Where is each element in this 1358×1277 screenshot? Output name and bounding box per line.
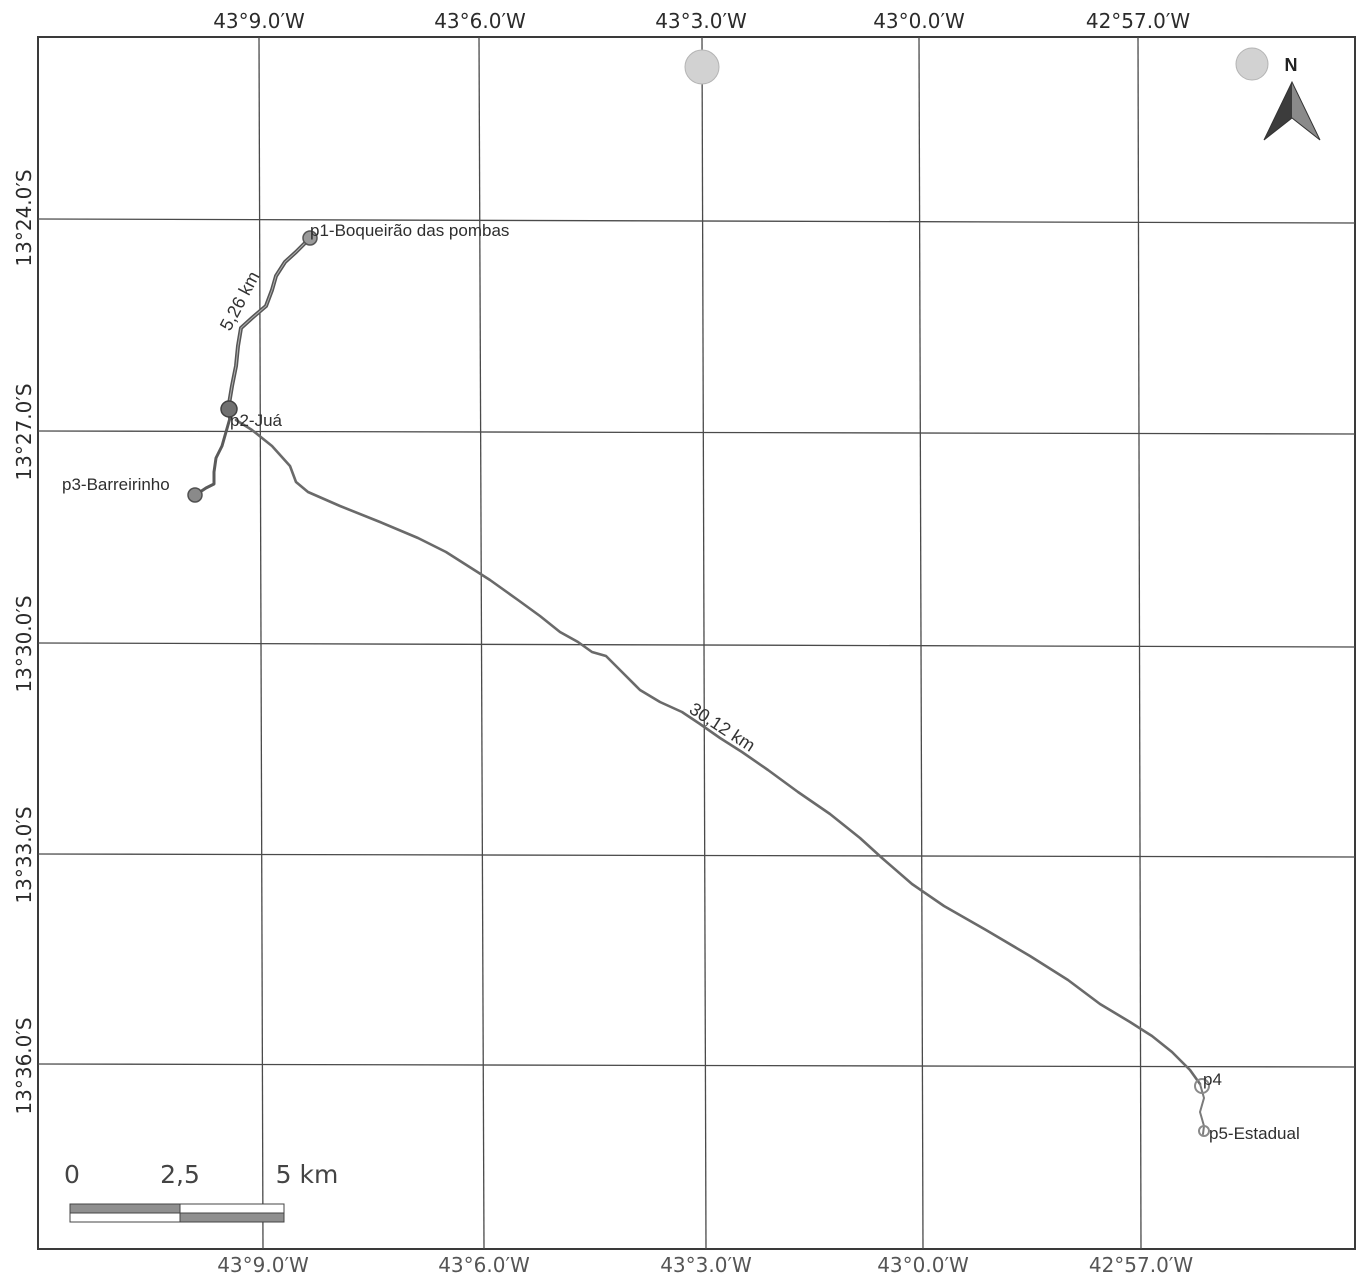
label-p5: p5-Estadual [1209, 1124, 1300, 1143]
lon-label-bottom: 43°6.0′W [438, 1253, 530, 1277]
parallel-lines [37, 218, 1356, 1068]
lon-label-top: 43°3.0′W [655, 9, 747, 33]
scale-label: 2,5 [160, 1160, 200, 1189]
lat-label: 13°30.0′S [12, 595, 36, 692]
parallel-13-36 [37, 1063, 1356, 1068]
distance-label-p1-p2: 5,26 km [216, 268, 264, 334]
lon-label-top: 43°0.0′W [873, 9, 965, 33]
lon-label-bottom: 42°57.0′W [1089, 1253, 1194, 1277]
lon-label-top: 43°6.0′W [434, 9, 526, 33]
label-p4: p4 [1203, 1070, 1222, 1089]
parallel-13-30 [37, 642, 1356, 648]
marker-p1 [302, 230, 318, 246]
latitude-labels: 13°24.0′S 13°27.0′S 13°30.0′S 13°33.0′S … [12, 169, 36, 1114]
longitude-labels-top: 43°9.0′W 43°6.0′W 43°3.0′W 43°0.0′W 42°5… [213, 9, 1190, 33]
scale-bar-segment [179, 1212, 285, 1223]
scale-bar: 0 2,5 5 km [64, 1160, 339, 1223]
site-markers [187, 230, 1210, 1137]
lat-label: 13°33.0′S [12, 806, 36, 903]
lon-label-top: 43°9.0′W [213, 9, 305, 33]
marker-p2 [220, 400, 238, 418]
longitude-labels-bottom: 43°9.0′W 43°6.0′W 43°3.0′W 43°0.0′W 42°5… [217, 1253, 1193, 1277]
punch-hole-circle [684, 49, 720, 85]
lon-label-bottom: 43°9.0′W [217, 1253, 309, 1277]
marker-p3 [187, 487, 203, 503]
lon-label-bottom: 43°0.0′W [877, 1253, 969, 1277]
parallel-13-33 [37, 853, 1356, 858]
scale-label: 5 km [276, 1160, 339, 1189]
scale-bar-segment [69, 1212, 181, 1223]
scale-bar-segment [179, 1203, 285, 1214]
label-p2: p2-Juá [230, 411, 283, 430]
label-p3: p3-Barreirinho [62, 475, 170, 494]
punch-hole-circle [1235, 47, 1269, 81]
marker-p4 [1194, 1078, 1210, 1094]
meridian-42-57 [1137, 36, 1142, 1250]
label-p1: p1-Boqueirão das pombas [310, 221, 509, 240]
parallel-13-24 [37, 218, 1356, 224]
meridian-43-9 [258, 36, 264, 1250]
lat-label: 13°24.0′S [12, 169, 36, 266]
route-p2-p4 [234, 418, 1202, 1086]
site-labels: p1-Boqueirão das pombas p2-Juá p3-Barrei… [62, 221, 1300, 1143]
marker-p5 [1198, 1125, 1210, 1137]
lon-label-top: 42°57.0′W [1086, 9, 1191, 33]
lat-label: 13°27.0′S [12, 383, 36, 480]
parallel-13-27 [37, 430, 1356, 435]
north-arrow-icon: N [1263, 55, 1321, 141]
meridian-43-6 [478, 36, 485, 1250]
north-label: N [1285, 55, 1298, 75]
lat-label: 13°36.0′S [12, 1017, 36, 1114]
lon-label-bottom: 43°3.0′W [660, 1253, 752, 1277]
distance-label-p2-p4: 30,12 km [686, 699, 759, 756]
scale-label: 0 [64, 1160, 80, 1189]
meridian-43-3 [701, 36, 707, 1250]
route-p2-p3 [195, 416, 232, 496]
meridian-lines [258, 36, 1142, 1250]
meridian-43-0 [918, 36, 924, 1250]
scale-bar-segment [69, 1203, 181, 1214]
